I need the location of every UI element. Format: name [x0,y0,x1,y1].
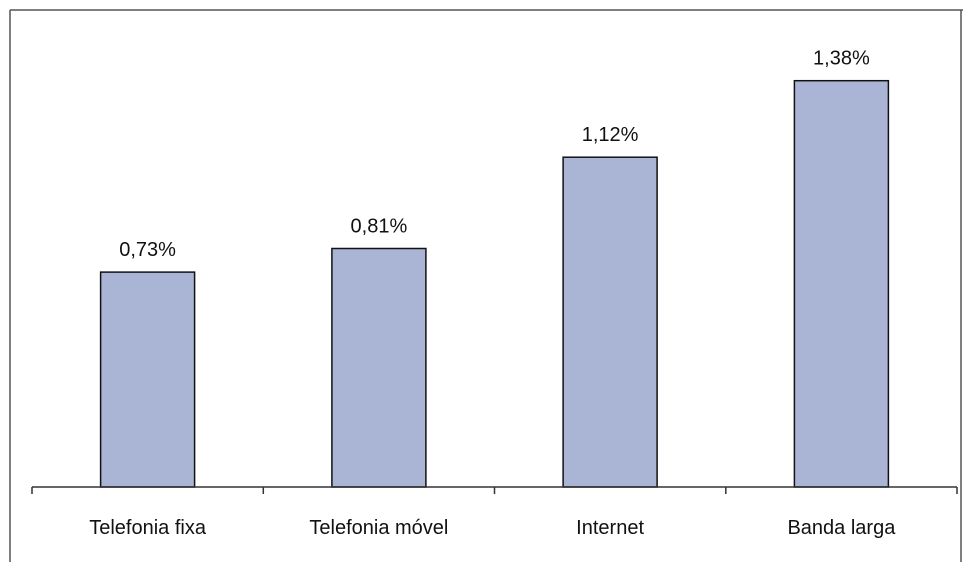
bar-0 [99,271,196,488]
category-label-2: Internet [576,517,644,539]
x-axis [31,486,958,494]
category-label-3: Banda larga [787,517,896,539]
bar-3 [793,79,890,488]
category-labels-layer: Telefonia fixa Telefonia móvel Internet Ban… [89,517,896,539]
category-label-1: Telefonia móvel [309,517,448,539]
value-labels-layer: 0,73% 0,81% 1,12% 1,38% [119,48,870,261]
bar-2 [562,156,658,488]
value-label-1: 0,81% [351,216,408,238]
bars-layer [99,79,890,488]
value-label-3: 1,38% [813,48,870,70]
value-label-2: 1,12% [582,124,639,146]
value-label-0: 0,73% [119,239,176,261]
category-label-0: Telefonia fixa [89,517,207,539]
bar-1 [331,247,427,488]
